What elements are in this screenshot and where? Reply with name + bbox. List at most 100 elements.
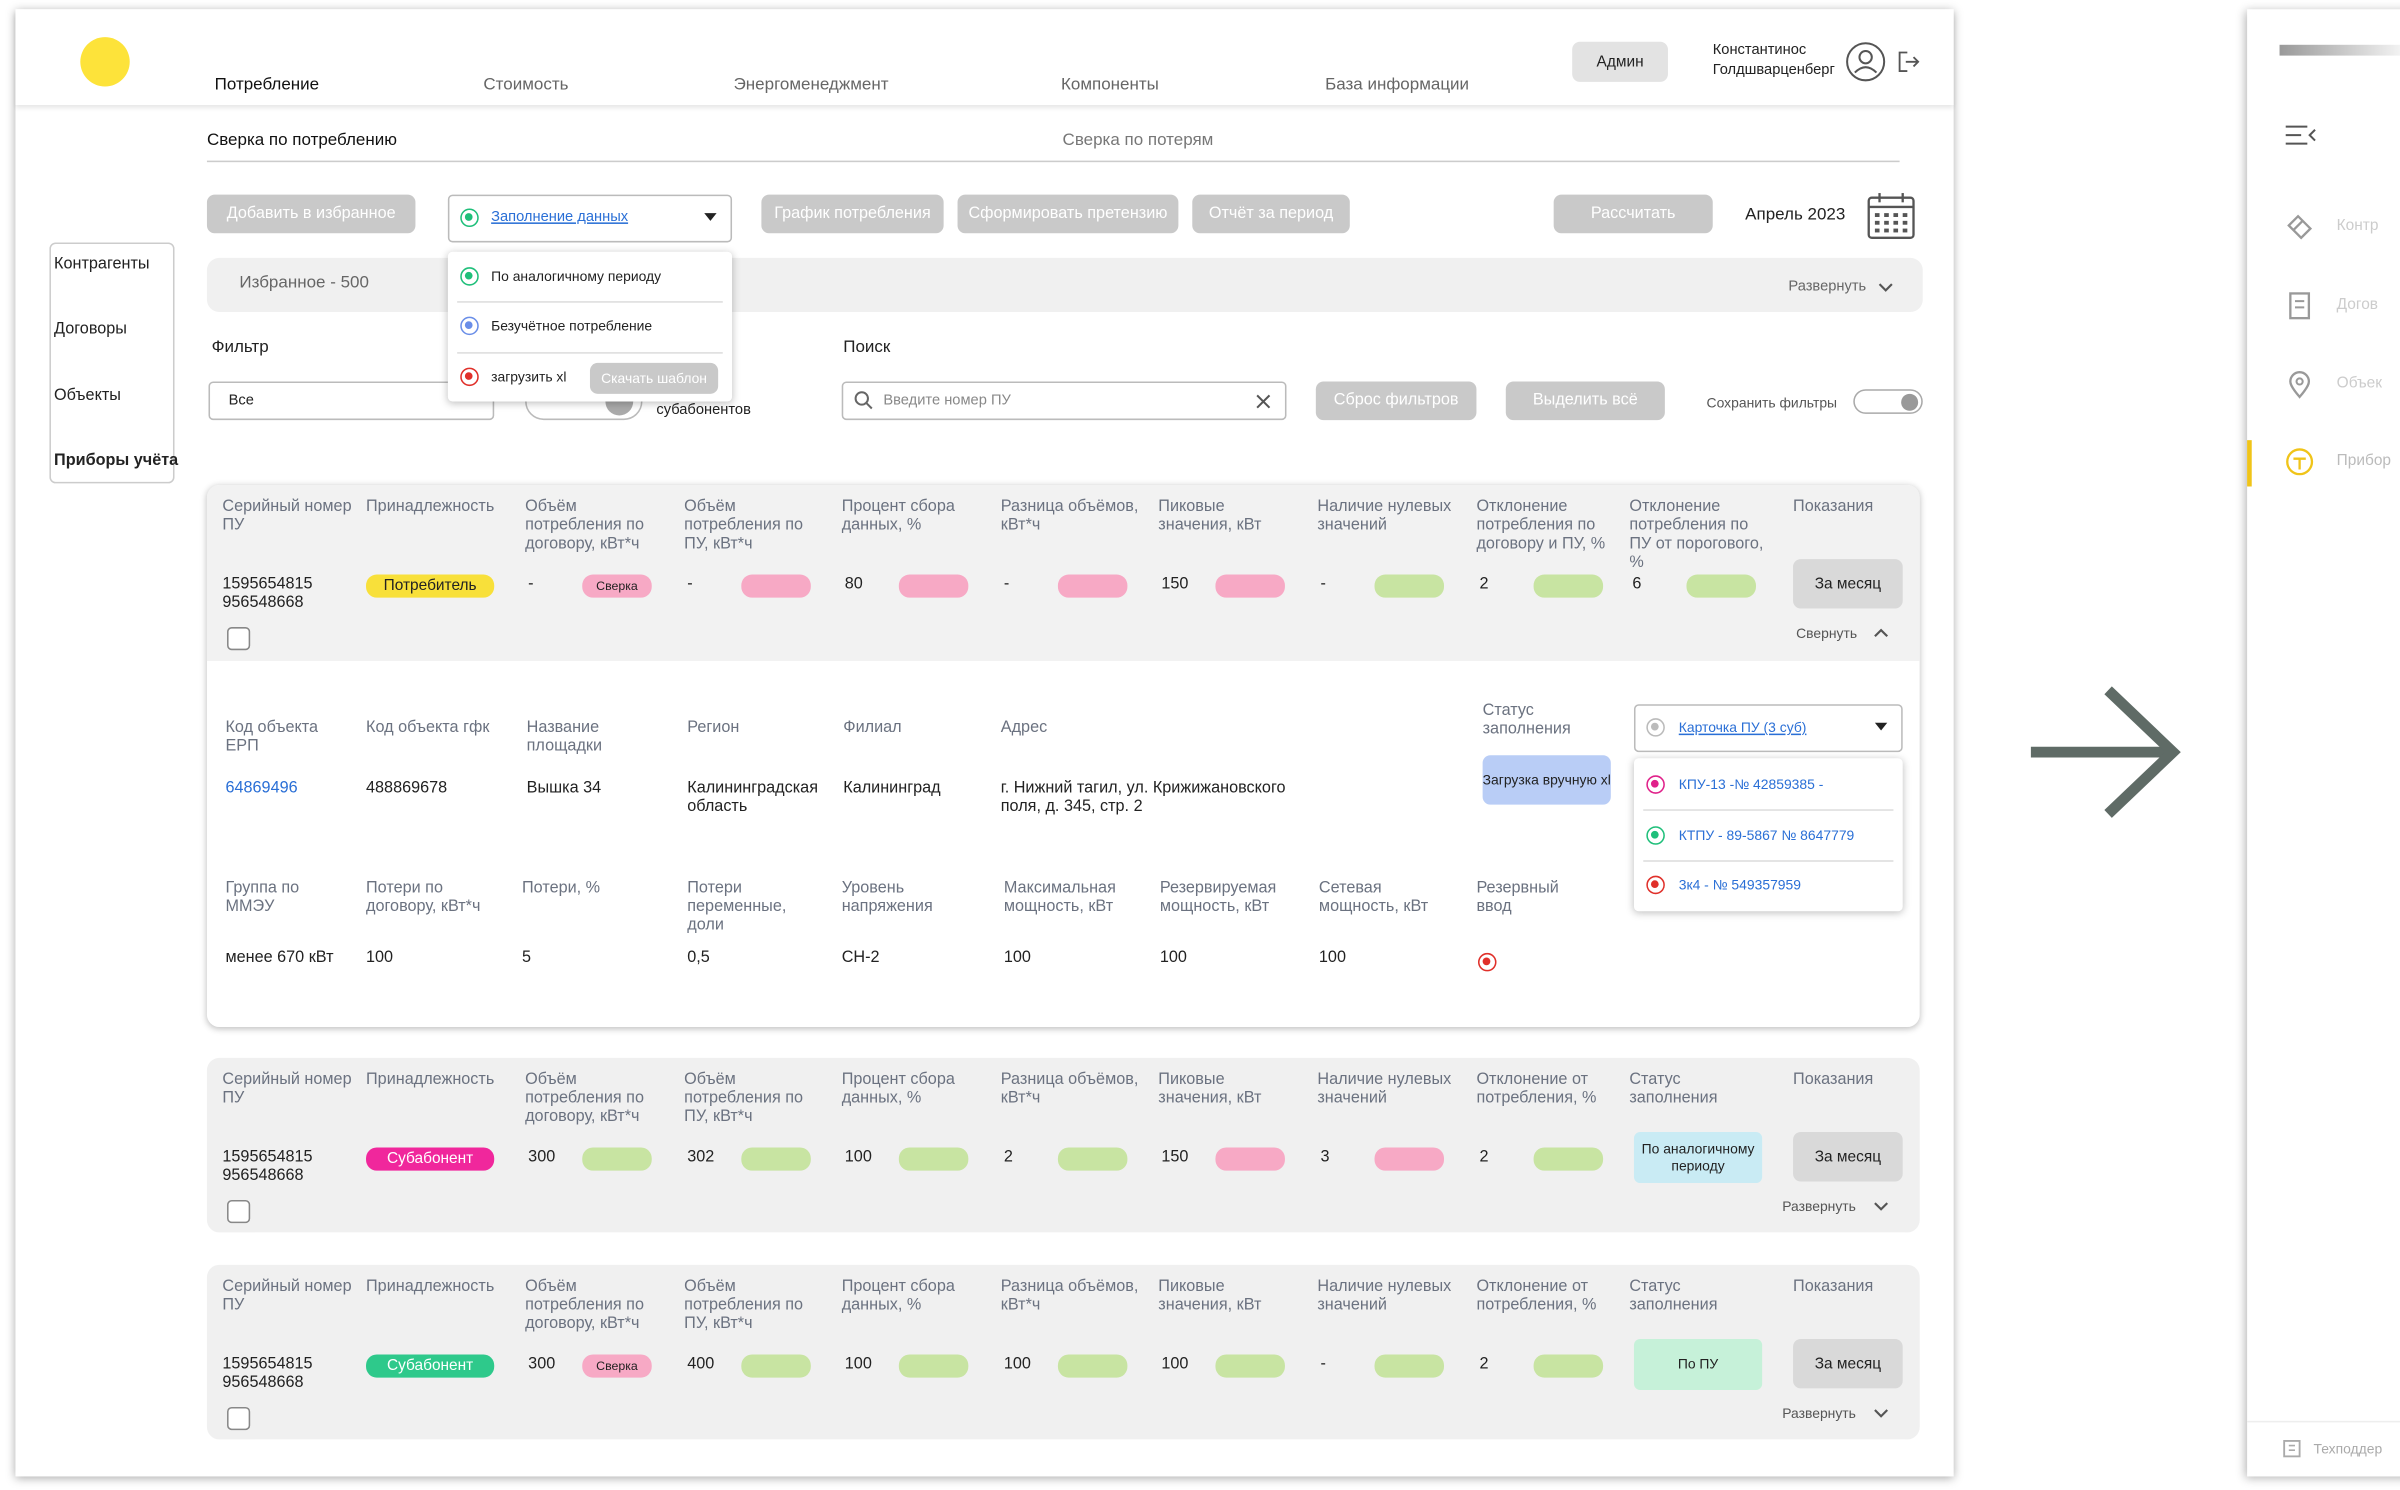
action-button[interactable]: График потребления <box>761 194 944 234</box>
nav-item[interactable]: Потребление <box>214 75 320 95</box>
fill-option[interactable]: По аналогичному периоду <box>491 268 662 285</box>
column-header: Статус заполнения <box>1629 1070 1718 1108</box>
avatar <box>1846 42 1886 82</box>
cell-value: - <box>687 574 693 594</box>
search-input[interactable] <box>841 381 1287 421</box>
row-checkbox[interactable] <box>227 1199 251 1224</box>
indicator <box>741 1147 811 1171</box>
detail-value: 100 <box>1159 948 1187 967</box>
sidebar-item[interactable]: Контрагенты <box>54 254 150 274</box>
tab[interactable]: Сверка по потерям <box>1062 131 1214 150</box>
side-item[interactable]: Контр <box>2336 217 2379 235</box>
cell-value: 100 <box>1161 1354 1189 1373</box>
action-button[interactable]: Отчёт за период <box>1192 194 1350 234</box>
side-item[interactable]: Объек <box>2336 375 2383 393</box>
action-button[interactable]: Сформировать претензию <box>957 194 1179 234</box>
fill-option[interactable]: загрузить xl <box>491 369 567 385</box>
row-checkbox[interactable] <box>227 627 251 651</box>
cell-value: 100 <box>1003 1354 1031 1373</box>
radio[interactable] <box>1646 718 1665 737</box>
nav-item[interactable]: Энергоменеджмент <box>733 75 889 95</box>
cell-value: 2 <box>1479 574 1489 594</box>
radio[interactable] <box>460 367 479 387</box>
template-button[interactable]: Скачать шаблон <box>589 362 719 394</box>
readings-button[interactable]: За месяц <box>1793 1338 1903 1389</box>
upload-button[interactable]: Загрузка вручную xl <box>1482 755 1611 805</box>
card-option[interactable]: 3к4 - № 549357959 <box>1678 877 1802 893</box>
indicator <box>1533 1354 1604 1378</box>
nav-item[interactable]: Компоненты <box>1061 75 1159 95</box>
column-header: Объём потребления по ПУ, кВт*ч <box>684 1070 804 1126</box>
sidebar-item[interactable]: Приборы учёта <box>54 450 179 470</box>
nav-item[interactable]: База информации <box>1325 75 1470 95</box>
menu-icon-glyph <box>2285 125 2316 145</box>
sidebar <box>49 242 175 484</box>
column-header: Принадлежность <box>366 1277 495 1296</box>
divider <box>1643 860 1894 862</box>
search-placeholder: Введите номер ПУ <box>883 392 1011 410</box>
serial-number: 1595654815 956548668 <box>222 574 313 612</box>
card-toggle[interactable]: Свернуть <box>1796 625 1858 641</box>
column-header: Объём потребления по договору, кВт*ч <box>525 1070 644 1126</box>
logo[interactable] <box>80 37 130 87</box>
transition-arrow <box>2023 680 2193 827</box>
card-toggle[interactable]: Развернуть <box>1782 1198 1856 1214</box>
card-select[interactable] <box>1633 704 1903 753</box>
card-option[interactable]: КПУ-13 -№ 42859385 - <box>1678 776 1824 793</box>
card-option[interactable]: КТПУ - 89-5867 № 8647779 <box>1678 827 1855 844</box>
indicator <box>1374 1354 1445 1378</box>
column-header: Процент сбора данных, % <box>841 1070 955 1108</box>
readings-button[interactable]: За месяц <box>1793 1132 1903 1182</box>
chevron-glyph <box>1874 628 1889 638</box>
detail-header: Статус заполнения <box>1482 701 1571 739</box>
radio[interactable] <box>460 267 479 286</box>
fill-option[interactable]: Безучётное потребление <box>491 318 653 334</box>
detail-value: Калининград <box>843 778 941 797</box>
row-checkbox[interactable] <box>227 1406 251 1431</box>
favorite-button[interactable]: Добавить в избранное <box>206 194 416 234</box>
radio[interactable] <box>1646 826 1665 845</box>
admin-button[interactable]: Админ <box>1572 41 1668 82</box>
card-toggle[interactable]: Развернуть <box>1782 1405 1856 1421</box>
radio[interactable] <box>460 208 479 228</box>
caret-glyph <box>704 213 717 221</box>
readings-button[interactable]: За месяц <box>1793 559 1903 609</box>
indicator <box>1533 574 1604 598</box>
cell-value: 100 <box>844 1354 872 1373</box>
sidebar-item[interactable]: Договоры <box>54 319 127 339</box>
cell-value: 150 <box>1161 574 1189 594</box>
card-summary <box>206 484 1920 662</box>
radio[interactable] <box>1477 952 1497 972</box>
caret <box>1874 722 1888 732</box>
select-all-button[interactable]: Выделить всё <box>1505 381 1665 421</box>
chevron <box>1873 1407 1889 1419</box>
filter-select[interactable] <box>208 381 495 421</box>
side-item[interactable]: Догов <box>2336 296 2378 314</box>
reset-button[interactable]: Сброс фильтров <box>1315 381 1477 421</box>
radio[interactable] <box>1646 775 1665 794</box>
side-icon-glyph <box>2289 371 2311 399</box>
indicator <box>1533 1147 1604 1171</box>
clear-icon-glyph <box>1256 394 1271 409</box>
indicator <box>1215 1354 1285 1378</box>
indicator <box>1057 574 1128 598</box>
favorites-expand[interactable]: Развернуть <box>1788 277 1867 295</box>
side-item[interactable]: Прибор <box>2336 452 2392 470</box>
fill-select[interactable] <box>447 194 733 243</box>
support-link[interactable]: Техподдер <box>2313 1440 2383 1457</box>
favorites-label: Избранное - 500 <box>239 273 369 292</box>
detail-value: 0,5 <box>687 948 710 967</box>
side-icon-glyph <box>2287 214 2313 240</box>
column-header: Принадлежность <box>366 497 495 516</box>
detail-value: Вышка 34 <box>526 778 602 797</box>
radio[interactable] <box>1646 875 1665 895</box>
chevron <box>1873 1200 1889 1212</box>
nav-item[interactable]: Стоимость <box>483 75 569 95</box>
calculate-button[interactable]: Рассчитать <box>1553 194 1713 234</box>
radio[interactable] <box>460 316 479 336</box>
sidebar-item[interactable]: Объекты <box>54 386 121 405</box>
side-footer-line <box>2247 1420 2400 1423</box>
tab[interactable]: Сверка по потреблению <box>206 131 398 150</box>
detail-value[interactable]: 64869496 <box>225 778 298 797</box>
